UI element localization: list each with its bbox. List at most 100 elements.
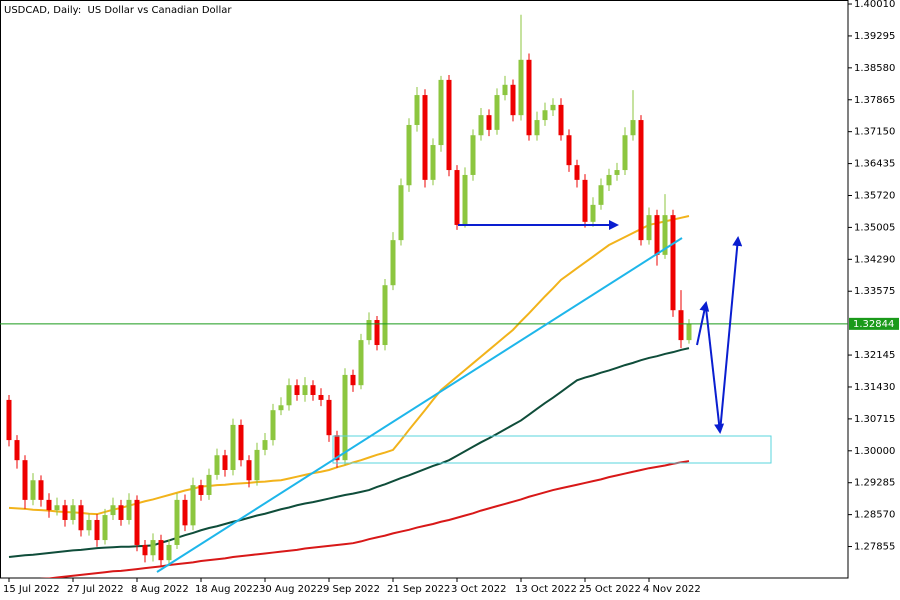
current-price-label: 1.32844 — [853, 319, 894, 330]
chart-title: USDCAD, Daily: US Dollar vs Canadian Dol… — [4, 5, 232, 16]
candle-body — [294, 385, 300, 396]
x-tick-label: 27 Jul 2022 — [67, 584, 124, 595]
x-tick-label: 25 Oct 2022 — [579, 584, 641, 595]
candle-body — [22, 460, 28, 500]
candle-body — [158, 540, 164, 561]
candle-body — [590, 204, 596, 222]
candle-body — [54, 505, 60, 511]
candle-body — [326, 399, 332, 436]
candle-body — [254, 449, 260, 481]
candle-body — [414, 95, 420, 125]
candle-body — [230, 424, 236, 470]
projection-arrow — [705, 307, 725, 434]
support-zone — [332, 435, 772, 464]
candle-body — [38, 480, 44, 500]
candle-body — [494, 95, 500, 130]
candle-body — [142, 544, 148, 556]
candle-body — [102, 515, 108, 541]
candle-body — [502, 84, 508, 96]
candle-body — [70, 505, 76, 520]
candle-body — [630, 120, 636, 136]
candle-body — [366, 320, 372, 341]
candle-body — [678, 310, 684, 341]
candle-body — [94, 519, 100, 541]
y-tick-label: 1.28570 — [854, 510, 895, 521]
candle-body — [422, 95, 428, 180]
x-tick-label: 15 Jul 2022 — [3, 584, 60, 595]
candle-body — [470, 135, 476, 175]
x-tick-label: 30 Aug 2022 — [259, 584, 323, 595]
candle-body — [262, 440, 268, 450]
candle-body — [686, 324, 692, 341]
candle-body — [62, 505, 68, 520]
candle-body — [334, 435, 340, 461]
candle-body — [246, 460, 252, 481]
candle-body — [582, 179, 588, 222]
plot-frame — [0, 0, 849, 579]
candle-body — [486, 115, 492, 130]
candle-body — [534, 120, 540, 136]
current-price-box — [849, 317, 899, 330]
y-tick-label: 1.37150 — [854, 127, 895, 138]
candle-body — [150, 540, 156, 556]
candle-body — [310, 385, 316, 396]
y-tick-label: 1.30000 — [854, 446, 895, 457]
candle-body — [238, 424, 244, 461]
candle-body — [214, 455, 220, 475]
candle-body — [286, 385, 292, 406]
candle-body — [438, 79, 444, 146]
candle-body — [350, 374, 356, 386]
candle-body — [46, 499, 52, 511]
y-tick-label: 1.35005 — [854, 222, 895, 233]
y-tick-label: 1.34290 — [854, 254, 895, 265]
x-tick-label: 4 Nov 2022 — [643, 584, 701, 595]
y-tick-label: 1.35720 — [854, 190, 895, 201]
x-tick-label: 13 Oct 2022 — [515, 584, 577, 595]
candle-body — [406, 124, 412, 186]
candle-body — [558, 104, 564, 136]
x-tick-label: 3 Oct 2022 — [451, 584, 506, 595]
y-tick-label: 1.32145 — [854, 350, 895, 361]
moving-average — [39, 460, 690, 578]
candle-body — [390, 240, 396, 286]
candle-body — [6, 399, 12, 441]
axes: 1.40010 1.39295 1.38580 1.37865 1.37150 1.364… — [3, 0, 899, 595]
y-tick-label: 1.36435 — [854, 159, 895, 170]
candle-body — [270, 410, 276, 441]
candle-body — [126, 499, 132, 520]
candle-body — [550, 104, 556, 111]
candle-body — [670, 215, 676, 311]
candle-body — [574, 165, 580, 180]
annotations — [156, 220, 772, 573]
candle-body — [278, 405, 284, 411]
candle-body — [526, 59, 532, 136]
candle-body — [542, 110, 548, 121]
y-tick-label: 1.38580 — [854, 63, 895, 74]
plot-marks — [0, 14, 848, 578]
candle-body — [198, 485, 204, 495]
candle-body — [518, 59, 524, 116]
candle-body — [166, 544, 172, 561]
y-tick-label: 1.33575 — [854, 286, 895, 297]
y-tick-label: 1.37865 — [854, 95, 895, 106]
y-tick-label: 1.31430 — [854, 382, 895, 393]
candle-body — [598, 185, 604, 205]
candle-body — [86, 519, 92, 531]
x-tick-label: 21 Sep 2022 — [387, 584, 450, 595]
y-tick-label: 1.39295 — [854, 31, 895, 42]
candle-body — [606, 174, 612, 186]
candle-body — [638, 120, 644, 241]
candle-body — [510, 84, 516, 116]
candle-body — [566, 135, 572, 166]
candle-body — [654, 215, 660, 255]
projection-arrow — [696, 301, 710, 346]
x-tick-label: 18 Aug 2022 — [195, 584, 259, 595]
candle-body — [398, 185, 404, 241]
candle-body — [446, 79, 452, 171]
y-tick-label: 1.27855 — [854, 542, 895, 553]
candle-body — [614, 170, 620, 175]
candle-body — [110, 505, 116, 516]
candle-body — [14, 440, 20, 461]
projection-arrow — [719, 236, 743, 433]
